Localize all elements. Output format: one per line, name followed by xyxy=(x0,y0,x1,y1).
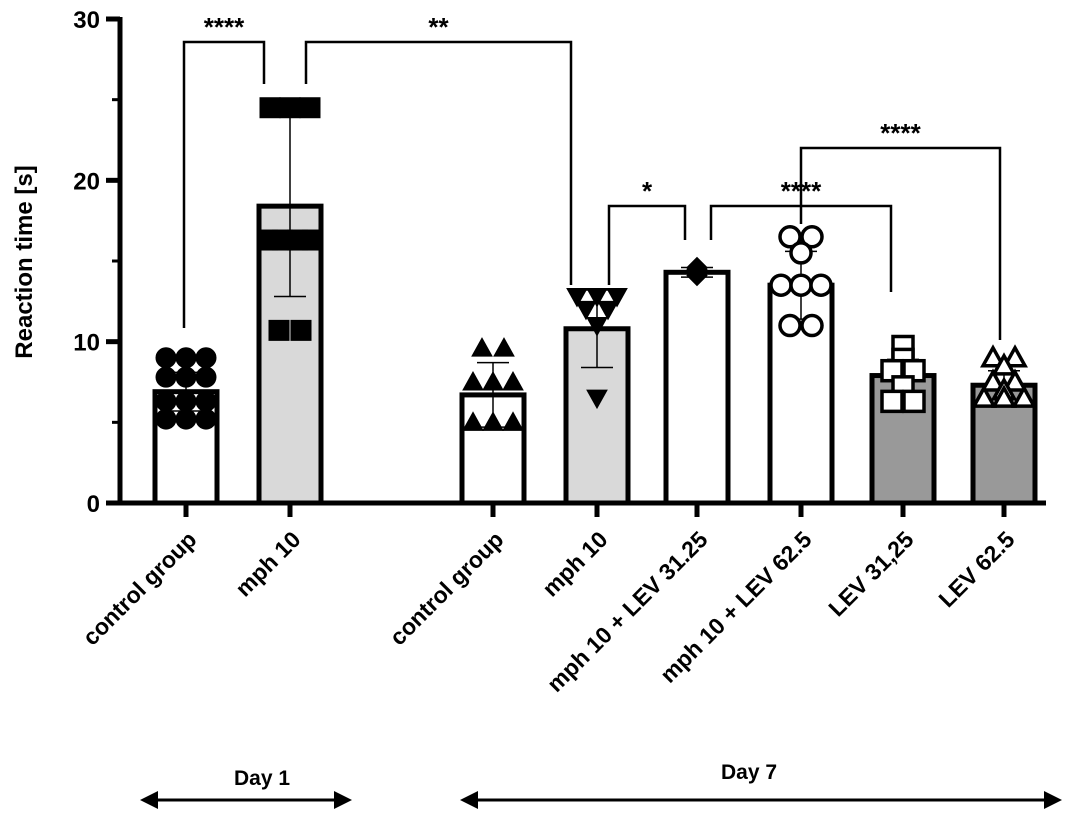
y-tick-label: 20 xyxy=(73,168,100,195)
data-point xyxy=(980,344,1006,368)
data-point xyxy=(155,408,177,430)
significance-label: * xyxy=(642,176,653,206)
data-point xyxy=(586,317,608,337)
data-point xyxy=(809,273,833,297)
data-point xyxy=(471,337,493,357)
x-tick-label: control group xyxy=(77,526,201,650)
data-point xyxy=(606,287,628,308)
significance-layer: **** *** ******** xyxy=(182,12,1002,340)
data-point xyxy=(778,313,802,338)
data-point xyxy=(493,337,515,357)
data-point xyxy=(880,389,904,414)
data-point xyxy=(482,411,504,431)
data-point xyxy=(769,273,793,297)
y-tick-label: 0 xyxy=(87,491,100,518)
data-point xyxy=(597,300,619,321)
data-point xyxy=(268,319,290,341)
y-tick-label: 30 xyxy=(73,7,100,34)
data-point xyxy=(566,287,588,308)
significance-bracket xyxy=(799,146,1002,340)
significance-bracket xyxy=(607,204,687,285)
data-point xyxy=(971,384,997,408)
group-label: Day 1 xyxy=(234,767,290,790)
data-point xyxy=(789,273,813,297)
x-tick-label: mph 10 xyxy=(230,526,305,601)
data-point xyxy=(902,389,926,414)
significance-label: **** xyxy=(204,12,245,42)
significance-bracket xyxy=(182,40,266,328)
data-point xyxy=(462,370,484,391)
data-point xyxy=(195,408,217,430)
data-point xyxy=(155,390,177,412)
group-arrow-head-left xyxy=(460,791,478,809)
data-point xyxy=(302,229,323,251)
group-arrow-head-right xyxy=(334,791,352,809)
x-tick-label: control group xyxy=(384,526,508,650)
x-tick-label: LEV 31,25 xyxy=(823,526,918,621)
data-point xyxy=(991,352,1017,376)
y-tick-label: 10 xyxy=(73,330,100,357)
data-point xyxy=(195,390,217,412)
data-point xyxy=(1002,344,1028,368)
significance-label: **** xyxy=(880,118,921,148)
data-point xyxy=(800,313,824,338)
data-point xyxy=(586,287,608,308)
significance-bracket xyxy=(304,40,573,285)
data-point xyxy=(299,97,321,119)
bars-layer xyxy=(152,115,1038,506)
data-point xyxy=(462,411,484,431)
y-axis-title: Reaction time [s] xyxy=(11,165,38,358)
data-point xyxy=(686,264,708,287)
data-point xyxy=(175,347,197,369)
data-point xyxy=(1011,384,1037,408)
data-point xyxy=(290,319,312,341)
data-point xyxy=(980,368,1006,392)
data-point xyxy=(991,384,1017,408)
x-tick-label: mph 10 xyxy=(537,526,612,601)
data-point xyxy=(175,390,197,412)
data-point xyxy=(195,347,217,369)
data-point xyxy=(482,370,504,391)
data-point xyxy=(279,97,301,119)
data-point xyxy=(155,366,177,388)
data-point xyxy=(789,241,813,265)
data-point xyxy=(175,366,197,388)
day-groups-layer: Day 1 Day 7 xyxy=(140,761,1062,809)
group-label: Day 7 xyxy=(721,761,777,784)
group-arrow-head-left xyxy=(140,791,158,809)
data-point xyxy=(195,366,217,388)
bar xyxy=(663,269,731,506)
data-point xyxy=(155,347,177,369)
data-point xyxy=(778,225,802,249)
data-point xyxy=(575,300,597,321)
x-tick-label: LEV 62.5 xyxy=(933,526,1019,612)
data-point xyxy=(586,389,608,410)
points-layer xyxy=(155,97,1037,431)
data-point xyxy=(800,225,824,249)
group-arrow-head-right xyxy=(1044,791,1062,809)
data-point xyxy=(502,411,524,431)
data-point xyxy=(502,370,524,391)
significance-label: ** xyxy=(428,12,449,42)
data-point xyxy=(175,408,197,430)
data-point xyxy=(259,97,281,119)
data-point xyxy=(1002,368,1028,392)
